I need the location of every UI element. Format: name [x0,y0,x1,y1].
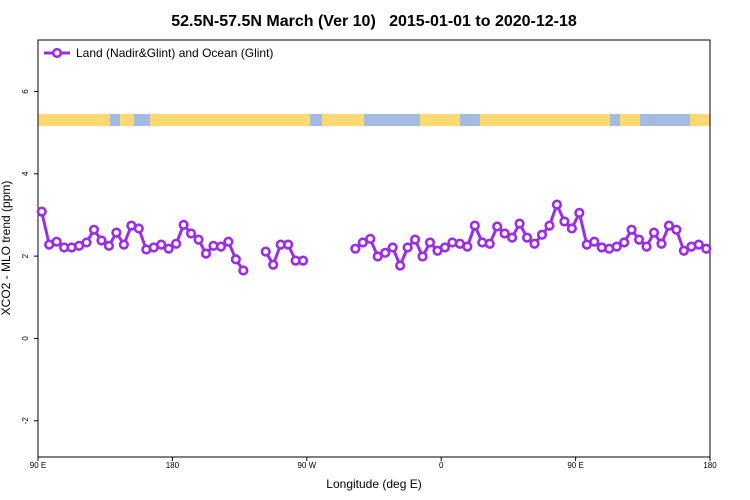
y-tick-label: 4 [21,171,30,176]
y-tick-label: 0 [21,336,30,341]
data-point [402,242,413,253]
chart-title: 52.5N-57.5N March (Ver 10) 2015-01-01 to… [171,13,577,30]
data-point [551,199,563,210]
data-point [671,224,682,235]
data-point [693,239,704,250]
data-point [36,206,47,217]
data-point [656,238,667,249]
data-point [574,207,585,218]
data-point [380,247,391,258]
data-point [387,242,398,253]
x-tick-label: 90 E [30,461,46,470]
x-tick-label: 90 W [297,461,316,470]
data-point [111,227,122,238]
data-point [507,232,518,243]
data-point [469,220,480,231]
data-point [626,224,637,235]
data-point [51,236,62,247]
data-point [663,220,675,231]
data-point [200,248,212,259]
data-point [648,227,660,238]
data-point [372,251,383,262]
data-point [156,239,167,250]
data-point [178,219,189,230]
data-point [611,241,622,252]
data-point [424,237,436,248]
x-tick-label: 90 E [567,461,583,470]
legend-label: Land (Nadir&Glint) and Ocean (Glint) [76,46,273,60]
data-point [544,220,555,231]
data-point [350,243,361,254]
data-point [223,236,234,247]
x-tick-label: 180 [703,461,717,470]
y-tick-label: -2 [21,417,30,425]
data-point [529,238,540,249]
data-point [283,239,294,250]
data-point [633,234,645,245]
data-point [484,238,495,249]
data-point [230,254,241,265]
data-point [193,234,204,245]
data-point [88,224,100,235]
y-tick-label: 2 [21,253,30,258]
data-point [559,216,570,227]
data-point [701,243,712,254]
data-point [641,241,652,252]
data-point [238,265,249,276]
x-axis-label: Longitude (deg E) [326,477,421,491]
data-point [492,221,503,232]
data-point [268,259,279,270]
data-point [171,238,182,249]
y-tick-label: 6 [21,89,30,94]
data-point [678,245,689,256]
data-point [96,235,107,246]
data-point [499,228,510,239]
x-tick-label: 0 [439,461,444,470]
data-point [589,236,600,247]
data-point [566,223,577,234]
data-point [133,223,144,234]
data-point [103,240,115,251]
data-point [417,251,428,262]
y-axis-label: XCO2 - MLO trend (ppm) [0,181,13,316]
data-point [215,241,227,252]
data-point [185,228,197,239]
legend-marker [51,47,63,59]
data-point [439,242,451,253]
data-point [514,218,525,229]
data-point [409,234,421,245]
x-tick-label: 180 [166,461,180,470]
data-point [297,255,309,266]
data-point [462,241,473,252]
land-ocean-strip [38,114,710,126]
data-point [619,237,630,248]
data-point [365,233,376,244]
data-point [81,237,92,248]
data-point [260,246,271,257]
data-point [521,232,533,243]
data-point [118,239,129,250]
data-point [357,237,368,248]
data-point [395,260,406,271]
data-point [163,243,174,254]
data-point [536,229,548,240]
